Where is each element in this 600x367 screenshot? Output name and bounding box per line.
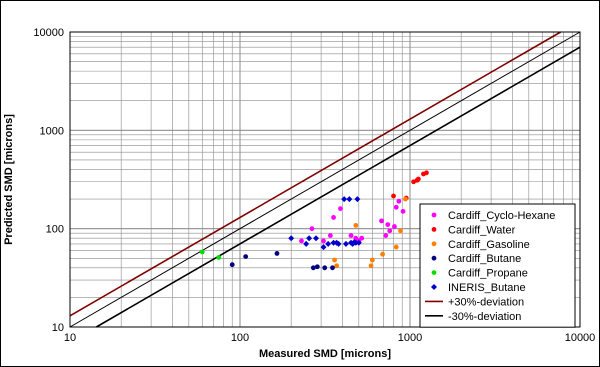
legend-box: [419, 203, 576, 328]
reference-line--30-deviation: [95, 46, 581, 328]
y-axis-title: Predicted SMD [microns]: [3, 114, 15, 245]
data-point: [310, 265, 316, 271]
legend-marker-ineris-butane: [431, 284, 437, 290]
legend-label--30-deviation: -30%-deviation: [448, 311, 521, 323]
y-tick-label: 10: [52, 322, 64, 334]
data-point: [216, 255, 222, 260]
data-point: [392, 224, 397, 229]
legend-label-ineris-butane: INERIS_Butane: [448, 282, 526, 294]
data-point: [424, 170, 429, 176]
y-tick-label: 10000: [33, 27, 64, 39]
y-tick-label: 100: [46, 224, 64, 236]
legend-label-cardiff-water: Cardiff_Water: [448, 224, 516, 236]
data-point: [346, 196, 353, 203]
data-point: [400, 208, 406, 214]
x-tick-label: 100: [231, 332, 249, 344]
data-point: [355, 239, 362, 246]
data-point: [330, 265, 335, 271]
data-points: [199, 170, 429, 271]
data-point: [330, 239, 337, 246]
series-cardiff-gasoline: [332, 196, 408, 269]
data-point: [415, 176, 421, 182]
data-point: [322, 265, 328, 271]
data-point: [199, 249, 205, 255]
data-point: [396, 198, 402, 204]
data-point: [348, 233, 354, 239]
data-point: [393, 244, 399, 250]
data-point: [403, 196, 408, 202]
legend-label--30-deviation: +30%-deviation: [448, 296, 524, 308]
series-cardiff-butane: [229, 251, 335, 271]
x-axis-title: Measured SMD [microns]: [259, 348, 391, 360]
x-tick-label: 1000: [398, 332, 422, 344]
data-point: [369, 257, 375, 263]
series-ineris-butane: [288, 196, 362, 251]
legend-label-cardiff-propane: Cardiff_Propane: [448, 268, 528, 280]
legend-label-cardiff-butane: Cardiff_Butane: [448, 253, 521, 265]
series-cardiff-cyclo-hexane: [299, 198, 406, 244]
legend-label-cardiff-gasoline: Cardiff_Gasoline: [448, 239, 530, 251]
data-point: [243, 254, 249, 259]
data-point: [380, 251, 386, 257]
data-point: [354, 196, 361, 203]
legend: Cardiff_Cyclo-Hexane Cardiff_Water Cardiff…: [419, 203, 576, 328]
data-point: [299, 238, 304, 244]
legend-marker-cardiff-propane: [431, 270, 437, 275]
plot-area-border: [69, 31, 581, 328]
data-point: [335, 240, 342, 247]
data-point: [334, 263, 339, 269]
data-point: [341, 196, 348, 203]
reference-line--30-deviation: [69, 31, 562, 317]
legend-marker-cardiff-butane: [431, 255, 437, 261]
data-point: [359, 235, 365, 241]
series-cardiff-propane: [199, 249, 222, 260]
data-point: [321, 238, 326, 244]
tick-labels: 10 100 1000 10000 10 100 1000 10000: [33, 27, 595, 344]
data-point: [229, 262, 235, 268]
legend-marker-cardiff-cyclo-hexane: [431, 212, 437, 218]
data-point: [320, 244, 327, 251]
y-tick-label: 1000: [40, 125, 64, 137]
deviation-lines: [69, 31, 581, 328]
x-tick-label: 10000: [565, 332, 596, 344]
legend-label-cardiff-cyclo-hexane: Cardiff_Cyclo-Hexane: [448, 210, 555, 222]
data-point: [398, 228, 403, 234]
data-point: [393, 204, 399, 210]
data-point: [274, 251, 280, 256]
data-point: [327, 233, 333, 239]
x-tick-label: 10: [64, 332, 76, 344]
data-point: [342, 240, 349, 247]
data-point: [331, 215, 336, 220]
data-point: [309, 226, 315, 232]
data-point: [332, 257, 337, 263]
data-point: [306, 235, 313, 242]
data-point: [385, 222, 391, 227]
data-point: [303, 240, 310, 247]
data-point: [352, 239, 359, 246]
data-point: [313, 235, 320, 242]
data-point: [338, 206, 343, 211]
data-point: [314, 264, 320, 270]
legend-marker-cardiff-water: [431, 227, 437, 232]
data-point: [391, 193, 396, 199]
data-point: [353, 222, 359, 228]
data-point: [383, 233, 389, 239]
parity-line: [69, 31, 581, 328]
legend-marker-cardiff-gasoline: [431, 241, 437, 247]
data-point: [387, 228, 393, 234]
data-point: [325, 240, 332, 247]
data-point: [368, 263, 374, 269]
data-point: [379, 218, 384, 224]
data-point: [288, 235, 295, 242]
